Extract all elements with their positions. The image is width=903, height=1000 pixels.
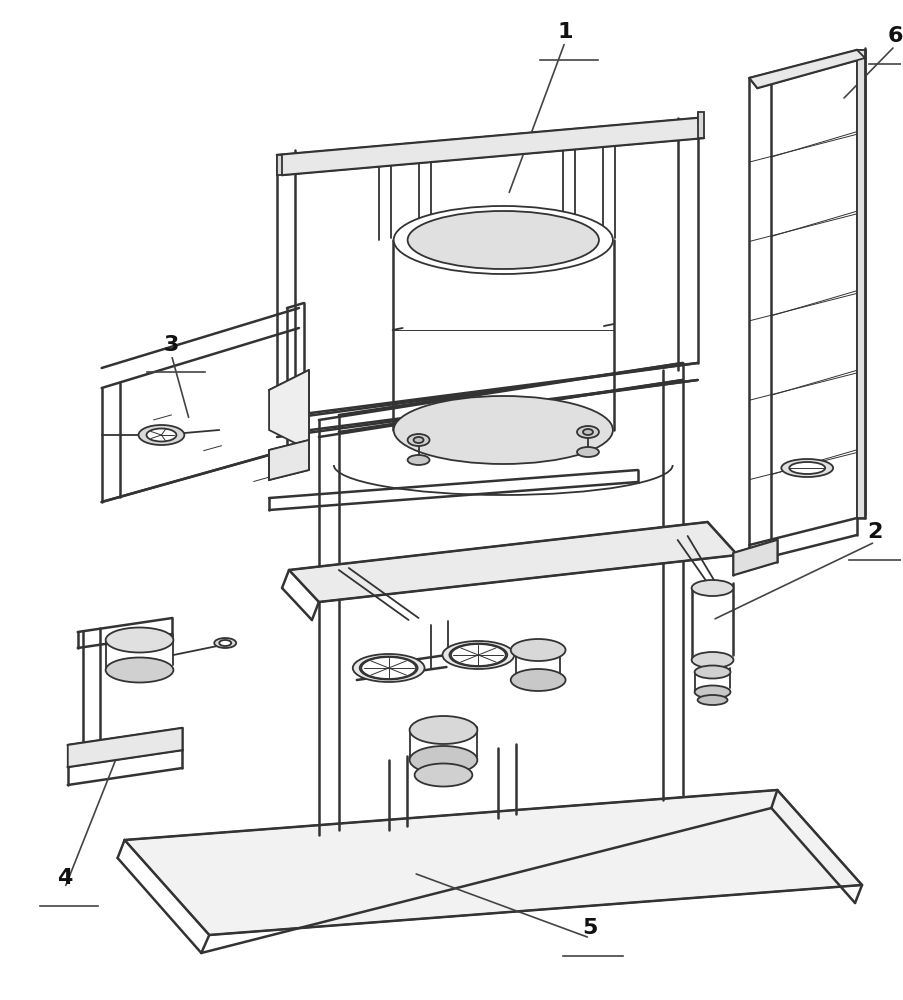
Polygon shape [269,370,309,450]
Ellipse shape [510,639,565,661]
Text: 6: 6 [886,26,902,46]
Ellipse shape [409,746,477,774]
Polygon shape [749,50,864,88]
Ellipse shape [409,716,477,744]
Ellipse shape [407,434,429,446]
Ellipse shape [214,638,236,648]
Ellipse shape [106,628,173,652]
Ellipse shape [106,658,173,682]
Ellipse shape [219,640,231,646]
Ellipse shape [352,654,424,682]
Ellipse shape [393,396,612,464]
Polygon shape [856,50,864,518]
Text: 4: 4 [57,868,72,888]
Ellipse shape [407,211,599,269]
Ellipse shape [146,428,176,442]
Ellipse shape [697,695,727,705]
Polygon shape [289,522,737,602]
Ellipse shape [414,764,472,786]
Ellipse shape [396,397,610,462]
Ellipse shape [393,206,612,274]
Ellipse shape [780,459,833,477]
Ellipse shape [442,641,514,669]
Polygon shape [68,728,182,767]
Ellipse shape [788,462,824,474]
Ellipse shape [413,437,424,443]
Ellipse shape [691,580,732,596]
Text: 3: 3 [163,335,179,355]
Ellipse shape [691,652,732,668]
Ellipse shape [510,669,565,691]
Ellipse shape [694,666,730,678]
Ellipse shape [361,657,415,679]
Polygon shape [125,790,861,935]
Polygon shape [276,118,703,175]
Polygon shape [276,155,282,175]
Ellipse shape [694,686,730,698]
Ellipse shape [576,447,599,457]
Ellipse shape [582,429,592,435]
Polygon shape [269,440,309,480]
Ellipse shape [451,644,505,666]
Ellipse shape [576,426,599,438]
Polygon shape [732,540,777,575]
Text: 1: 1 [556,22,573,42]
Ellipse shape [138,425,184,445]
Polygon shape [697,112,703,138]
Text: 5: 5 [582,918,597,938]
Ellipse shape [407,455,429,465]
Text: 2: 2 [866,522,881,542]
